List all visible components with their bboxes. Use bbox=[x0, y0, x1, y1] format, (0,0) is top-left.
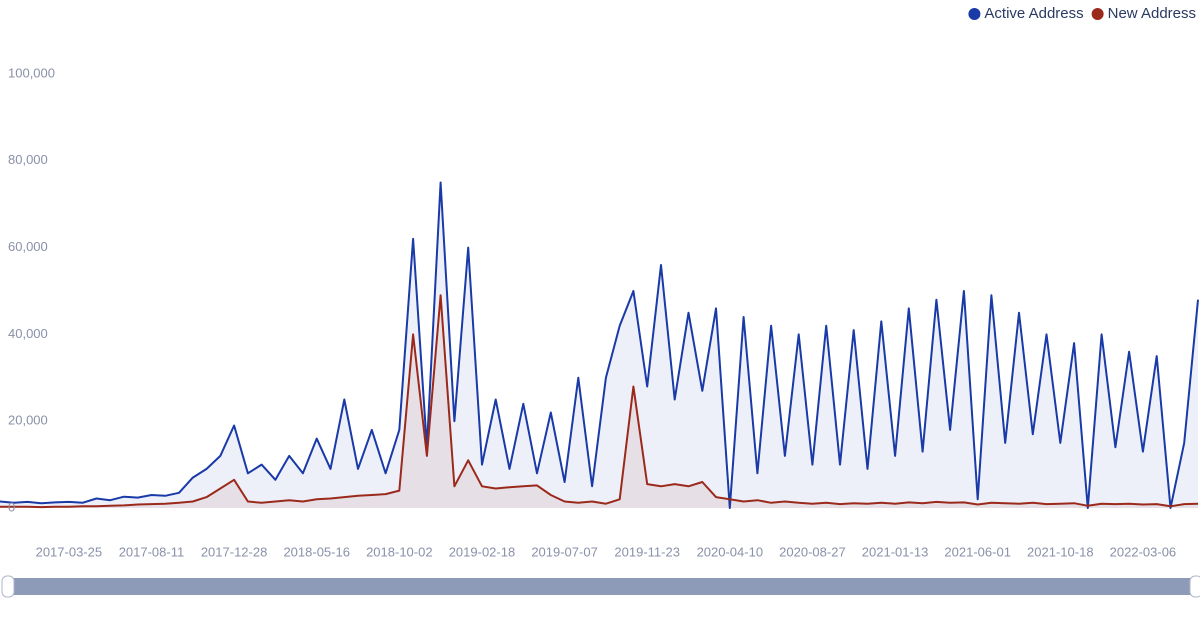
series-line bbox=[0, 181, 1199, 509]
series-area bbox=[0, 182, 1198, 508]
x-tick-label: 2021-06-01 bbox=[944, 544, 1011, 559]
x-tick-label: 2019-11-23 bbox=[614, 544, 680, 559]
zoom-handle[interactable] bbox=[1189, 575, 1200, 598]
y-tick-label: 20,000 bbox=[8, 413, 48, 428]
zoom-handle[interactable] bbox=[1, 575, 15, 598]
x-tick-label: 2019-07-07 bbox=[531, 544, 598, 559]
x-tick-label: 2022-03-06 bbox=[1110, 544, 1177, 559]
x-tick-label: 2017-12-28 bbox=[201, 544, 268, 559]
x-tick-label: 2017-08-11 bbox=[119, 544, 185, 559]
x-tick-label: 2018-05-16 bbox=[283, 544, 350, 559]
x-tick-label: 2017-03-25 bbox=[36, 544, 103, 559]
y-tick-label: 80,000 bbox=[8, 152, 48, 167]
y-tick-label: 40,000 bbox=[8, 326, 48, 341]
zoom-bar[interactable] bbox=[6, 578, 1196, 595]
data-zoom[interactable] bbox=[1, 575, 1200, 598]
legend-label: New Address bbox=[1108, 5, 1196, 22]
x-tick-label: 2021-10-18 bbox=[1027, 544, 1094, 559]
y-tick-label: 0 bbox=[8, 499, 15, 514]
x-tick-label: 2019-02-18 bbox=[449, 544, 516, 559]
legend-marker bbox=[1091, 8, 1104, 20]
x-tick-label: 2020-08-27 bbox=[779, 544, 846, 559]
x-tick-label: 2020-04-10 bbox=[697, 544, 764, 559]
legend-marker bbox=[968, 8, 981, 20]
x-tick-label: 2018-10-02 bbox=[366, 544, 433, 559]
legend-label: Active Address bbox=[984, 5, 1083, 22]
series-line bbox=[0, 294, 1199, 509]
y-tick-label: 60,000 bbox=[8, 239, 48, 254]
x-tick-label: 2021-01-13 bbox=[862, 544, 929, 559]
y-tick-label: 100,000 bbox=[8, 65, 55, 80]
